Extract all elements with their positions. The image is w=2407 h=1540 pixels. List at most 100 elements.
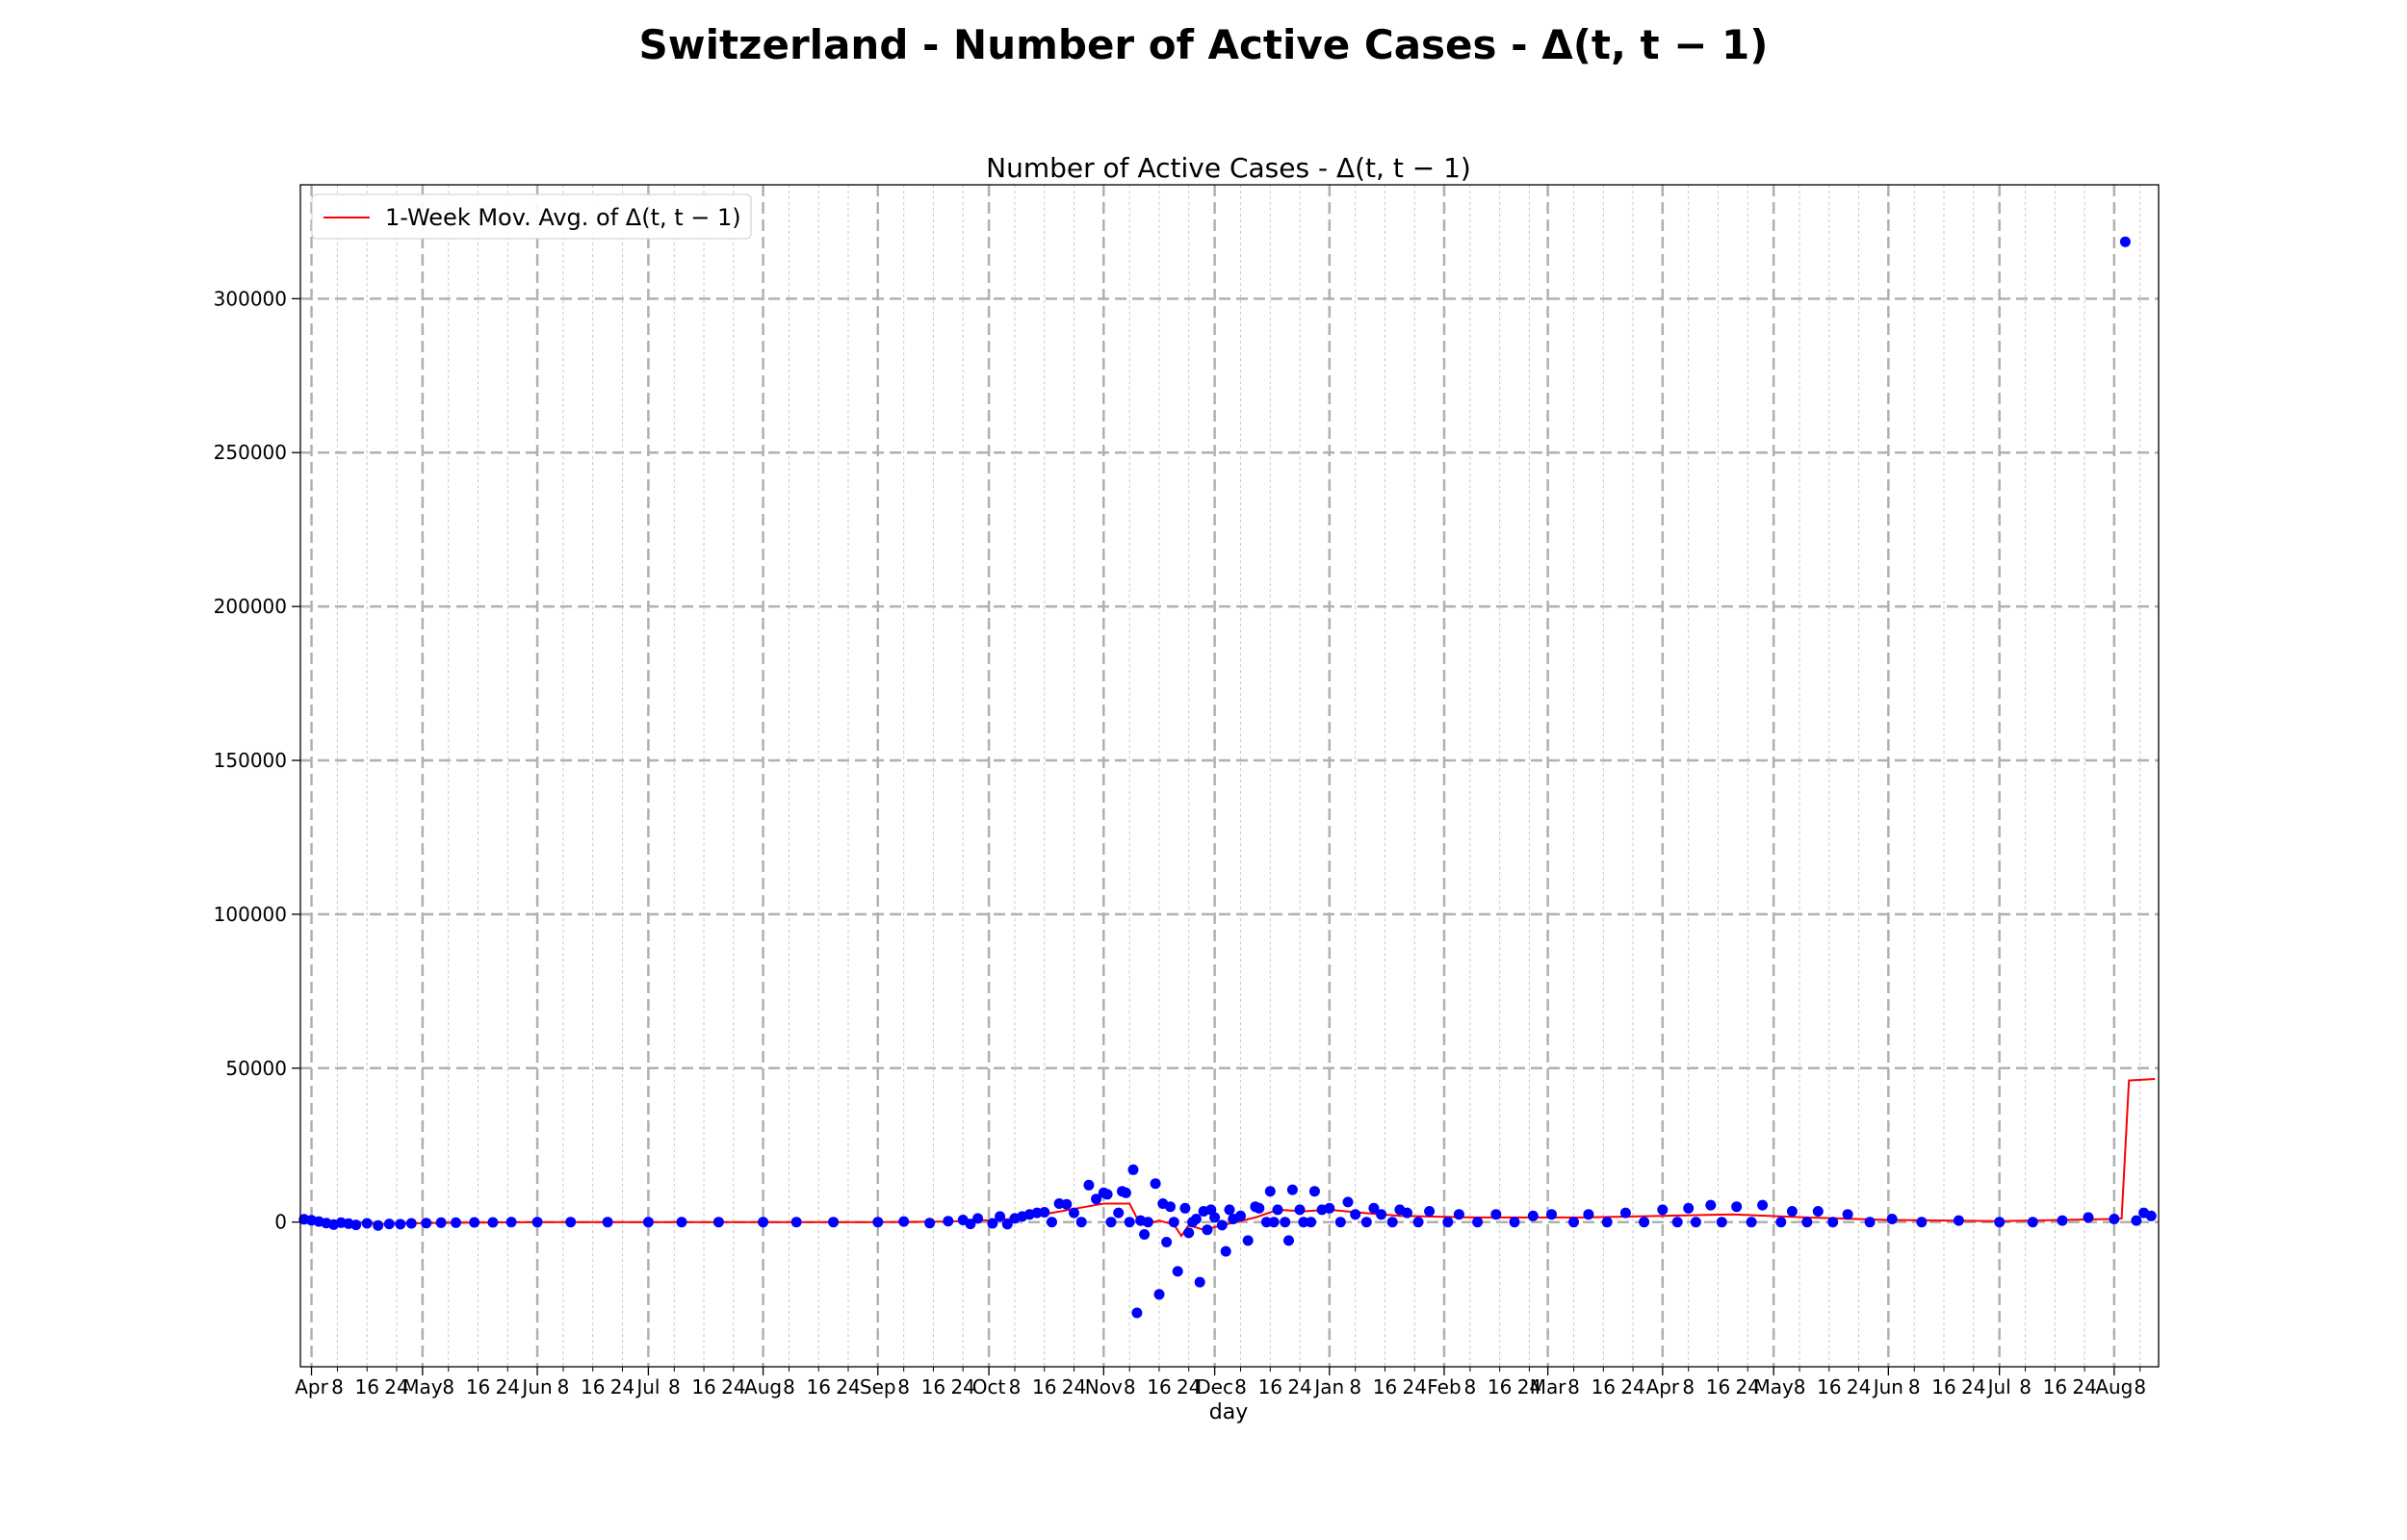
- x-minor-tick-label: 8: [1234, 1375, 1247, 1399]
- data-point: [1886, 1214, 1898, 1224]
- data-point: [972, 1213, 984, 1224]
- data-point: [1179, 1202, 1191, 1214]
- data-point: [1786, 1206, 1798, 1217]
- data-point: [1298, 1217, 1309, 1228]
- data-point: [1194, 1276, 1205, 1288]
- data-point: [1386, 1217, 1398, 1228]
- data-point: [373, 1219, 384, 1231]
- data-point: [1294, 1204, 1306, 1216]
- x-major-tick-label: Jul: [1986, 1375, 2011, 1399]
- data-point: [924, 1218, 936, 1229]
- x-axis-ticks: 8 16 24 8 16 24 8 16 24 8 16 24 8 16 24 8 16 24 8 16 24 8 16 24…: [295, 1367, 2146, 1399]
- x-minor-tick-label: 16: [691, 1375, 715, 1399]
- data-point: [2083, 1212, 2094, 1223]
- x-minor-tick-label: 24: [1403, 1375, 1427, 1399]
- x-major-tick-label: Oct: [972, 1375, 1006, 1399]
- x-minor-tick-label: 16: [1706, 1375, 1730, 1399]
- x-minor-tick-label: 16: [1147, 1375, 1171, 1399]
- data-point: [405, 1218, 417, 1229]
- legend: 1-Week Mov. Avg. of Δ(t, t − 1): [311, 193, 752, 240]
- data-point: [1127, 1164, 1139, 1175]
- axes-title: Number of Active Cases - Δ(t, t − 1): [986, 152, 1471, 184]
- x-major-tick-label: Mar: [1530, 1375, 1567, 1399]
- data-point: [2131, 1215, 2142, 1226]
- data-point: [435, 1217, 447, 1228]
- data-point: [712, 1217, 724, 1228]
- x-minor-tick-label: 8: [2134, 1375, 2146, 1399]
- x-minor-tick-label: 24: [1062, 1375, 1086, 1399]
- plot-area-frame: [299, 184, 2160, 1368]
- x-minor-tick-label: 24: [496, 1375, 520, 1399]
- data-point: [1202, 1224, 1213, 1236]
- x-minor-tick-label: 16: [466, 1375, 490, 1399]
- x-minor-tick-label: 24: [1961, 1375, 1985, 1399]
- data-point: [1402, 1207, 1412, 1219]
- data-point: [1490, 1209, 1502, 1220]
- data-point: [1342, 1196, 1354, 1208]
- x-minor-tick-label: 24: [1287, 1375, 1311, 1399]
- data-point: [965, 1219, 976, 1230]
- data-point: [1308, 1186, 1320, 1197]
- data-point: [1190, 1214, 1202, 1224]
- data-point: [1639, 1217, 1650, 1228]
- data-point: [1746, 1217, 1757, 1228]
- data-point: [1224, 1204, 1235, 1216]
- data-point: [1242, 1235, 1254, 1246]
- x-minor-tick-label: 16: [1032, 1375, 1056, 1399]
- data-point: [1864, 1217, 1876, 1228]
- x-minor-tick-label: 24: [1177, 1375, 1201, 1399]
- data-point: [1306, 1217, 1317, 1228]
- data-point: [1001, 1219, 1013, 1230]
- x-minor-tick-label: 24: [1517, 1375, 1541, 1399]
- data-point: [1601, 1217, 1613, 1228]
- data-point: [1131, 1307, 1143, 1319]
- data-point: [1124, 1217, 1135, 1228]
- x-minor-tick-label: 16: [1817, 1375, 1841, 1399]
- data-point: [1801, 1217, 1813, 1228]
- x-axis-label: day: [1209, 1400, 1248, 1424]
- data-point: [1264, 1186, 1276, 1197]
- data-point: [602, 1217, 613, 1228]
- x-minor-tick-label: 24: [1847, 1375, 1871, 1399]
- data-point: [1368, 1202, 1380, 1214]
- x-minor-tick-label: 8: [897, 1375, 910, 1399]
- data-point: [1324, 1202, 1335, 1214]
- data-point: [2109, 1214, 2120, 1224]
- data-point: [1220, 1245, 1231, 1257]
- data-point: [1280, 1217, 1291, 1228]
- x-minor-tick-label: 24: [836, 1375, 860, 1399]
- data-point: [1150, 1178, 1161, 1190]
- data-point: [758, 1217, 769, 1228]
- y-tick-label: 300000: [214, 287, 287, 310]
- x-minor-tick-label: 16: [1258, 1375, 1282, 1399]
- data-point: [1120, 1187, 1131, 1198]
- x-major-tick-label: Apr: [295, 1375, 328, 1399]
- data-point: [1683, 1202, 1695, 1214]
- x-minor-tick-label: 8: [1908, 1375, 1921, 1399]
- x-minor-tick-label: 8: [2019, 1375, 2032, 1399]
- data-point: [1254, 1202, 1265, 1214]
- data-point: [987, 1218, 998, 1229]
- data-point: [361, 1218, 373, 1229]
- data-point: [1527, 1210, 1539, 1221]
- x-major-tick-label: Dec: [1196, 1375, 1233, 1399]
- data-point: [1757, 1199, 1769, 1211]
- data-point: [1671, 1217, 1683, 1228]
- x-minor-tick-label: 24: [2072, 1375, 2096, 1399]
- x-major-tick-label: Jun: [520, 1375, 552, 1399]
- data-point: [676, 1217, 687, 1228]
- data-point: [1690, 1217, 1701, 1228]
- data-point: [1039, 1207, 1050, 1218]
- x-minor-tick-label: 8: [1124, 1375, 1136, 1399]
- data-point: [1168, 1217, 1179, 1228]
- data-point: [1061, 1198, 1073, 1210]
- scatter-series: [298, 236, 2157, 1319]
- x-minor-tick-label: 16: [807, 1375, 831, 1399]
- x-major-tick-label: Sep: [860, 1375, 896, 1399]
- data-point: [1172, 1266, 1183, 1277]
- data-point: [1101, 1189, 1113, 1200]
- data-point: [1705, 1199, 1717, 1211]
- major-gridlines: [300, 185, 2159, 1367]
- data-point: [1105, 1217, 1117, 1228]
- data-point: [790, 1217, 802, 1228]
